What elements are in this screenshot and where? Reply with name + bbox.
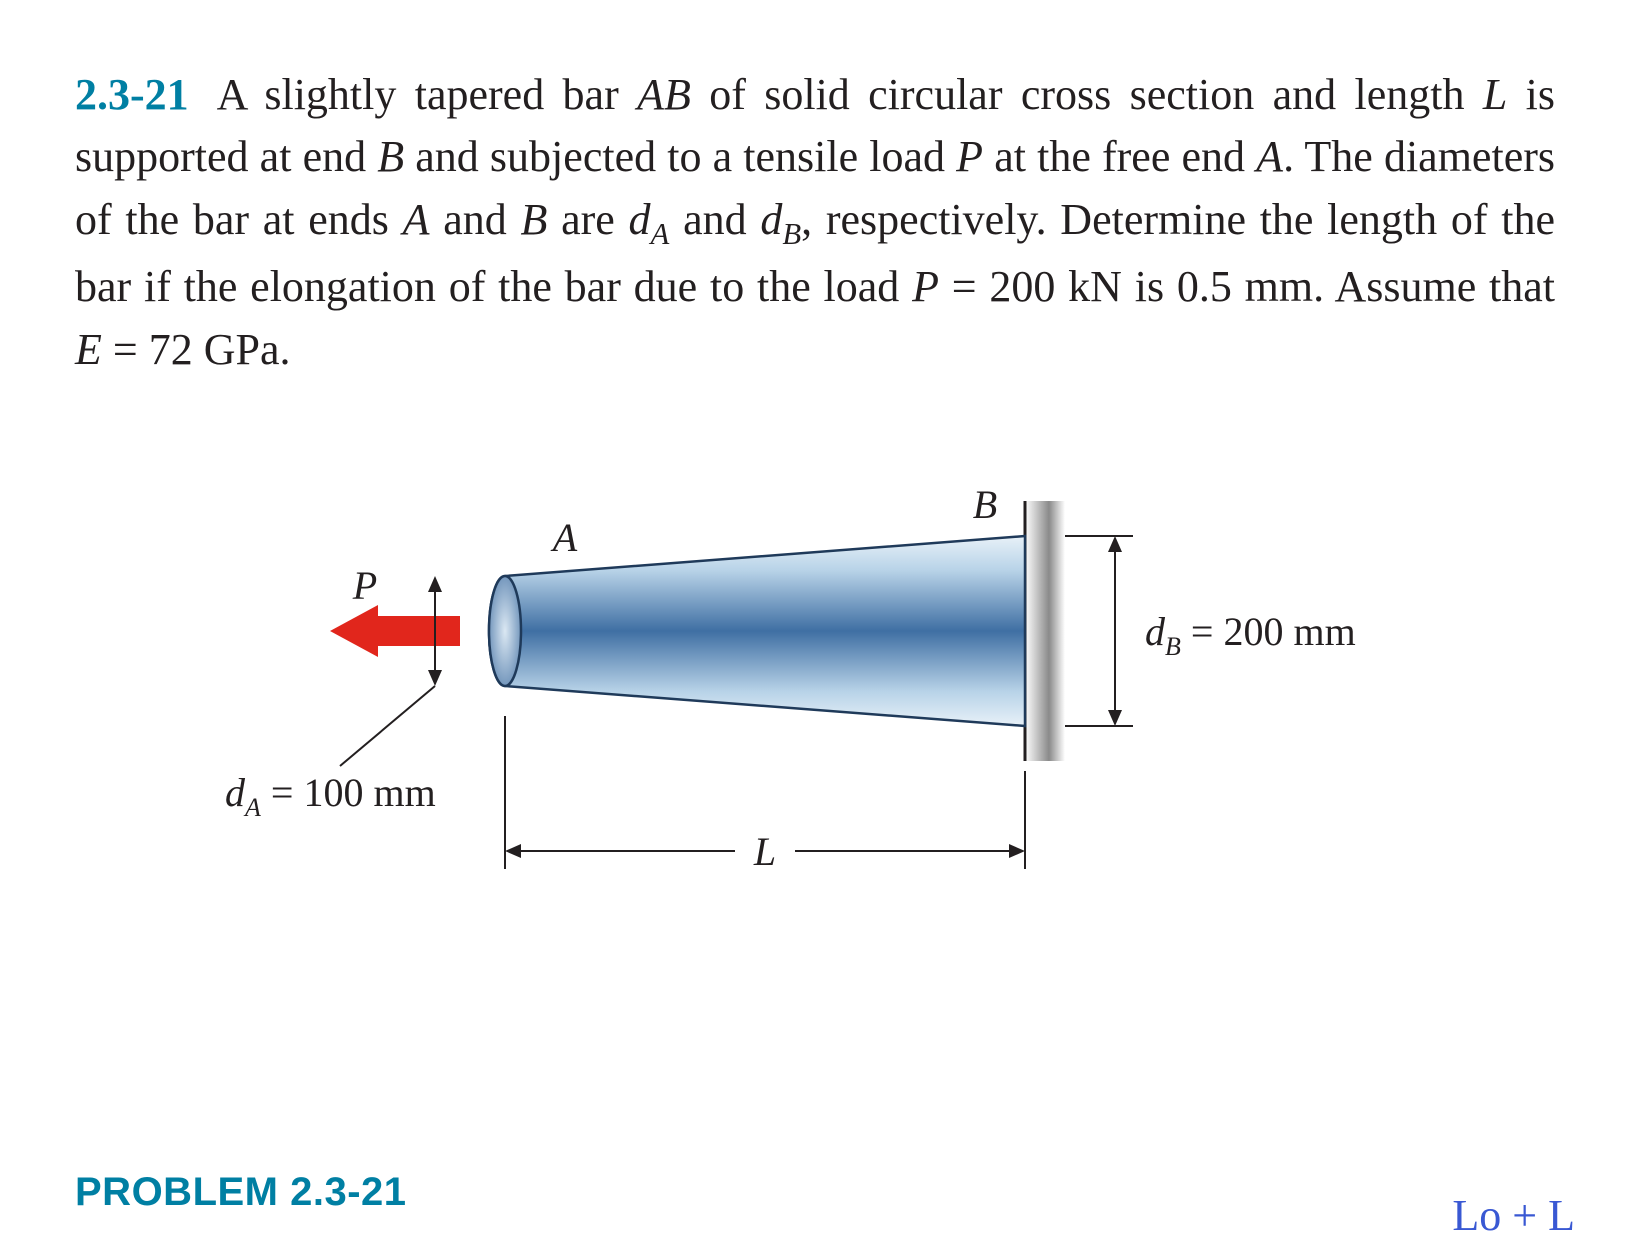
load-arrow-P: [330, 605, 460, 657]
label-dA: dA = 100 mm: [225, 770, 436, 822]
problem-label: PROBLEM 2.3-21: [75, 1170, 407, 1215]
figure-svg: A B P L dA = 100 mm dB = 200 mm: [205, 441, 1505, 941]
label-A: A: [550, 515, 578, 560]
label-L: L: [753, 829, 776, 874]
label-dB: dB = 200 mm: [1145, 609, 1356, 661]
handwritten-note: Lo + L: [1452, 1190, 1575, 1241]
dimension-dB: [1065, 536, 1133, 726]
problem-number: 2.3-21: [75, 70, 189, 119]
problem-body: A slightly tapered bar AB of solid circu…: [75, 70, 1555, 374]
support-wall: [1025, 501, 1065, 761]
bar-end-face-A: [489, 576, 521, 686]
label-P: P: [352, 563, 377, 608]
label-B: B: [973, 482, 997, 527]
problem-statement: 2.3-21A slightly tapered bar AB of solid…: [75, 64, 1555, 381]
figure: A B P L dA = 100 mm dB = 200 mm: [205, 441, 1505, 941]
tapered-bar: [489, 536, 1025, 726]
